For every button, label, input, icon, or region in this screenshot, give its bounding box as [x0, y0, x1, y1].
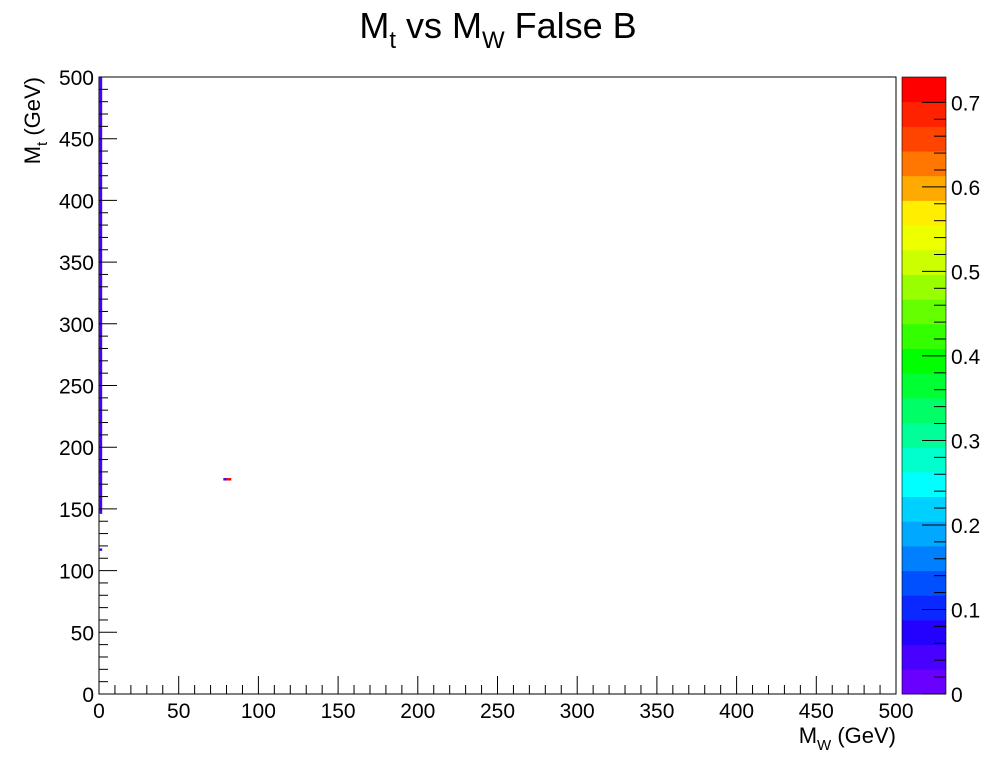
- title-main: M: [359, 5, 389, 46]
- y-tick-label: 0: [82, 684, 94, 707]
- x-tick-label: 350: [639, 700, 674, 723]
- x-tick-label: 450: [799, 700, 834, 723]
- colorbar-tick-label: 0.5: [951, 261, 980, 284]
- colorbar-band: [902, 77, 946, 103]
- x-axis-label-main: M: [799, 723, 817, 748]
- colorbar-tick-label: 0: [951, 684, 963, 707]
- x-axis: 0 50 100 150 200 250 300 350 400 450 500: [93, 676, 914, 723]
- y-axis-label-sub: t: [34, 141, 51, 146]
- y-tick-label: 200: [59, 437, 94, 460]
- colorbar-band: [902, 373, 946, 399]
- title-sub1: t: [389, 27, 396, 54]
- x-tick-label: 100: [241, 700, 276, 723]
- colorbar-tick-label: 0.1: [951, 599, 980, 622]
- colorbar-tick-label: 0.2: [951, 515, 980, 538]
- colorbar-band: [902, 595, 946, 621]
- x-tick-label: 0: [93, 700, 105, 723]
- colorbar-band: [902, 570, 946, 596]
- title-sub2: W: [482, 27, 505, 54]
- colorbar-axis: 0 0.1 0.2 0.3 0.4 0.5 0.6 0.7: [922, 92, 981, 707]
- x-axis-label: MW (GeV): [799, 723, 896, 754]
- x-axis-label-sub: W: [817, 737, 832, 754]
- heatmap-cell: [99, 548, 103, 551]
- colorbar-tick-label: 0.4: [951, 346, 981, 369]
- colorbar-band: [902, 447, 946, 473]
- y-tick-label: 500: [59, 67, 94, 90]
- colorbar-band: [902, 348, 946, 374]
- colorbar-band: [902, 644, 946, 670]
- colorbar-band: [902, 619, 946, 646]
- colorbar-band: [902, 471, 946, 498]
- y-tick-label: 350: [59, 252, 94, 275]
- y-axis: 0 50 100 150 200 250 300 350 400 450 500: [59, 67, 117, 707]
- colorbar-band: [902, 299, 946, 325]
- x-tick-label: 500: [878, 700, 913, 723]
- y-axis-label-rest: (GeV): [20, 77, 45, 142]
- colorbar-band: [902, 496, 946, 522]
- y-tick-label: 100: [59, 561, 94, 584]
- x-tick-label: 400: [719, 700, 754, 723]
- y-tick-label: 50: [71, 622, 94, 645]
- x-tick-label: 300: [560, 700, 595, 723]
- y-tick-label: 300: [59, 314, 94, 337]
- colorbar-band: [902, 101, 946, 127]
- y-tick-label: 400: [59, 190, 94, 213]
- y-tick-label: 150: [59, 499, 94, 522]
- colorbar-band: [902, 422, 946, 448]
- y-tick-label: 450: [59, 129, 94, 152]
- colorbar-band: [902, 669, 946, 695]
- colorbar-tick-label: 0.6: [951, 177, 980, 200]
- chart-title: Mt vs MW False B: [359, 5, 636, 54]
- colorbar-band: [902, 323, 946, 349]
- colorbar-band: [902, 397, 946, 424]
- x-axis-label-rest: (GeV): [831, 723, 896, 748]
- colorbar-band: [902, 249, 946, 275]
- colorbar-band: [902, 151, 946, 177]
- x-tick-label: 200: [400, 700, 435, 723]
- heatmap-cell: [223, 478, 227, 481]
- colorbar-band: [902, 126, 946, 152]
- x-tick-label: 250: [480, 700, 515, 723]
- colorbar-band: [902, 274, 946, 300]
- heatmap-cells: [99, 77, 232, 551]
- colorbar-band: [902, 200, 946, 226]
- x-tick-label: 50: [167, 700, 190, 723]
- colorbar-tick-label: 0.7: [951, 92, 980, 115]
- title-mid: vs M: [396, 5, 482, 46]
- y-tick-label: 250: [59, 376, 94, 399]
- y-axis-label: Mt (GeV): [20, 77, 51, 164]
- heatmap-cell: [99, 77, 103, 514]
- colorbar-band: [902, 175, 946, 201]
- y-axis-label-main: M: [20, 146, 45, 164]
- colorbar-tick-label: 0.3: [951, 430, 980, 453]
- plot-frame: [98, 76, 897, 695]
- title-end: False B: [505, 5, 637, 46]
- heatmap-cell: [226, 478, 232, 481]
- colorbar: [901, 76, 947, 695]
- x-tick-label: 150: [321, 700, 356, 723]
